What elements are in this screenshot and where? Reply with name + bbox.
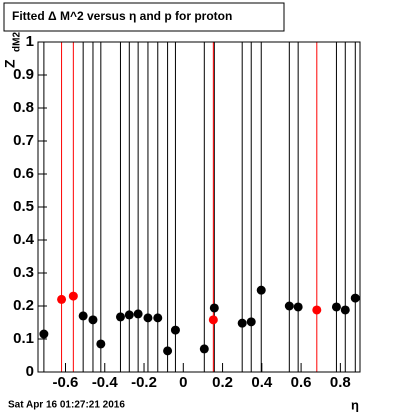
x-axis-label: η bbox=[351, 397, 359, 412]
data-point bbox=[115, 312, 125, 322]
x-tick-label: 0.4 bbox=[251, 374, 273, 391]
data-point bbox=[57, 294, 67, 304]
data-point bbox=[199, 344, 209, 354]
x-tick-label: 0.8 bbox=[330, 374, 351, 391]
chart-title: Fitted Δ M^2 versus η and p for proton bbox=[12, 9, 232, 23]
data-point bbox=[284, 301, 294, 311]
y-tick-label: 0 bbox=[26, 363, 34, 380]
data-point bbox=[88, 315, 98, 325]
y-tick-label: 0.7 bbox=[13, 132, 34, 149]
x-tick-label: -0.2 bbox=[131, 374, 157, 391]
data-point bbox=[96, 339, 106, 349]
data-point bbox=[163, 346, 173, 356]
footer: Sat Apr 16 01:27:21 2016 bbox=[8, 400, 125, 411]
data-point bbox=[209, 303, 219, 313]
data-point bbox=[170, 325, 180, 335]
data-point bbox=[312, 305, 322, 315]
x-tick-label: 0 bbox=[179, 374, 187, 391]
title-box bbox=[3, 2, 285, 32]
y-tick-label: 0.3 bbox=[13, 264, 34, 281]
data-point bbox=[143, 313, 153, 323]
data-point bbox=[153, 313, 163, 323]
y-tick-label: 0.9 bbox=[13, 66, 34, 83]
x-tick-label: -0.6 bbox=[53, 374, 79, 391]
y-axis-label-sub: dM2 bbox=[12, 32, 23, 52]
x-tick-label: 0.6 bbox=[291, 374, 312, 391]
data-point bbox=[78, 311, 88, 321]
y-tick-label: 0.5 bbox=[13, 198, 34, 215]
y-tick-label: 0.4 bbox=[13, 231, 35, 248]
data-point bbox=[293, 302, 303, 312]
data-point bbox=[133, 309, 143, 319]
data-point bbox=[340, 305, 350, 315]
y-tick-label: 0.6 bbox=[13, 165, 34, 182]
data-point bbox=[237, 318, 247, 328]
y-tick-label: 0.2 bbox=[13, 297, 34, 314]
data-point bbox=[256, 285, 266, 295]
data-point bbox=[39, 329, 49, 339]
y-axis-label: Z bbox=[2, 59, 18, 68]
data-point bbox=[208, 315, 218, 325]
data-point bbox=[124, 310, 134, 320]
data-point bbox=[331, 302, 341, 312]
y-tick-label: 0.1 bbox=[13, 330, 34, 347]
data-point bbox=[68, 291, 78, 301]
x-tick-label: 0.2 bbox=[212, 374, 233, 391]
data-point bbox=[350, 293, 360, 303]
x-tick-label: -0.4 bbox=[92, 374, 119, 391]
y-tick-label: 0.8 bbox=[13, 99, 34, 116]
data-point bbox=[246, 317, 256, 327]
y-tick-label: 1 bbox=[26, 33, 34, 50]
